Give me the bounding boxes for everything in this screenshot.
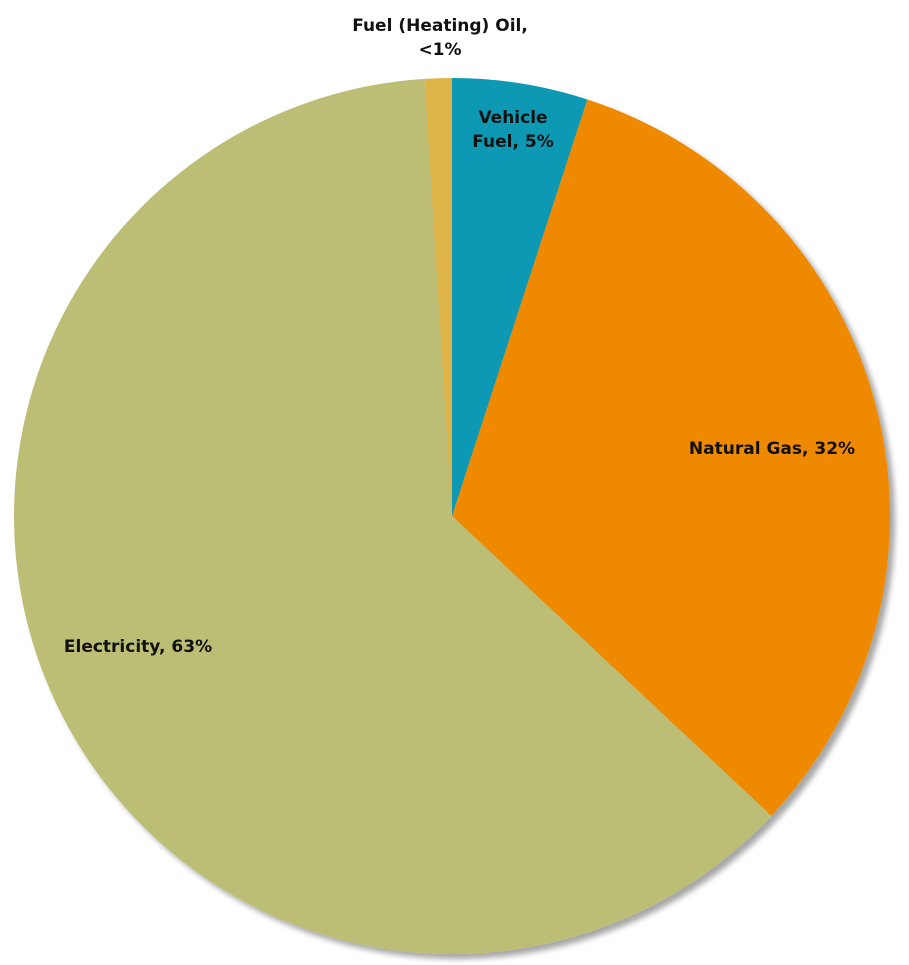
pie-labels: Vehicle Fuel, 5% Natural Gas, 32% Electrici… (64, 16, 855, 657)
slice-label-line: Fuel, 5% (472, 132, 553, 152)
pie-slice-vehicle-fuel (452, 78, 588, 516)
slice-label-vehicle-fuel: Vehicle Fuel, 5% (472, 108, 553, 152)
slice-label-line: <1% (418, 40, 461, 60)
pie-slice-natural-gas (452, 99, 890, 816)
slice-label-line: Electricity, 63% (64, 637, 212, 657)
slice-label-fuel-heating-oil: Fuel (Heating) Oil, <1% (352, 16, 528, 60)
pie-slice-electricity (14, 78, 772, 954)
slice-label-line: Vehicle (478, 108, 547, 128)
pie-slice-fuel-heating-oil (424, 77, 452, 516)
slice-label-natural-gas: Natural Gas, 32% (689, 439, 855, 459)
slice-label-line: Fuel (Heating) Oil, (352, 16, 528, 36)
slice-label-electricity: Electricity, 63% (64, 637, 212, 657)
slice-label-line: Natural Gas, 32% (689, 439, 855, 459)
pie-slices (14, 77, 890, 954)
